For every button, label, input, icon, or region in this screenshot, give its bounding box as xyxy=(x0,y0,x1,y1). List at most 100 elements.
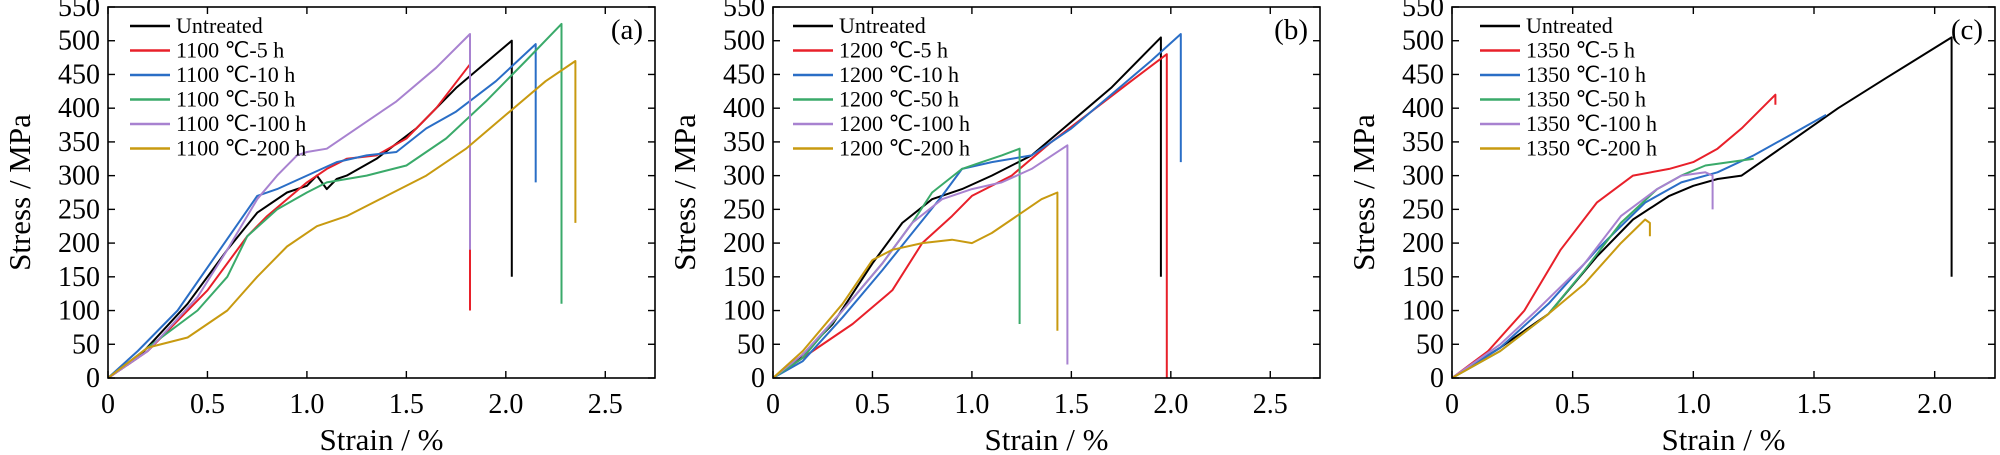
legend-label: 1350 ℃-5 h xyxy=(1526,38,1635,63)
panel-label: (a) xyxy=(611,14,643,46)
x-tick-label: 1.5 xyxy=(1797,389,1832,420)
x-tick-label: 1.5 xyxy=(389,389,424,420)
x-axis-title: Strain / % xyxy=(320,422,444,455)
x-tick-label: 0.5 xyxy=(855,389,890,420)
y-tick-label: 100 xyxy=(1402,296,1444,327)
x-tick-label: 2.0 xyxy=(1917,389,1952,420)
y-tick-label: 300 xyxy=(1402,161,1444,192)
legend-label: Untreated xyxy=(1526,13,1613,38)
legend-label: Untreated xyxy=(176,13,263,38)
legend-label: 1350 ℃-100 h xyxy=(1526,111,1657,136)
y-tick-label: 150 xyxy=(723,262,765,293)
series-line-2 xyxy=(772,33,1182,379)
y-tick-label: 350 xyxy=(1402,127,1444,158)
y-tick-label: 300 xyxy=(58,161,100,192)
y-tick-label: 550 xyxy=(723,0,765,23)
x-tick-label: 1.0 xyxy=(289,389,324,420)
x-tick-label: 0.5 xyxy=(1555,389,1590,420)
y-tick-label: 350 xyxy=(58,127,100,158)
series-line-2 xyxy=(107,43,537,379)
y-tick-label: 50 xyxy=(737,329,765,360)
series-line-4 xyxy=(1451,171,1714,379)
y-tick-label: 500 xyxy=(1402,26,1444,57)
legend-label: 1350 ℃-200 h xyxy=(1526,136,1657,161)
y-tick-label: 400 xyxy=(58,93,100,124)
x-tick-label: 2.0 xyxy=(1153,389,1188,420)
y-axis-title: Stress / MPa xyxy=(2,114,37,271)
series-line-4 xyxy=(772,144,1069,379)
y-axis-title: Stress / MPa xyxy=(667,114,702,271)
y-tick-label: 350 xyxy=(723,127,765,158)
panel-label: (b) xyxy=(1274,14,1308,46)
y-tick-label: 400 xyxy=(723,93,765,124)
series-line-1 xyxy=(1451,93,1777,379)
series-line-5 xyxy=(107,60,577,379)
legend-label: 1350 ℃-50 h xyxy=(1526,87,1646,112)
series-line-3 xyxy=(107,22,563,379)
plot-area xyxy=(1451,36,1953,379)
y-tick-label: 450 xyxy=(58,59,100,90)
series-line-1 xyxy=(772,53,1168,379)
legend-label: 1200 ℃-100 h xyxy=(839,111,970,136)
legend-label: Untreated xyxy=(839,13,926,38)
legend-label: 1100 ℃-10 h xyxy=(176,62,295,87)
legend-label: 1100 ℃-200 h xyxy=(176,136,306,161)
legend-label: 1200 ℃-5 h xyxy=(839,38,948,63)
y-tick-label: 450 xyxy=(723,59,765,90)
y-tick-label: 500 xyxy=(723,26,765,57)
panel-label: (c) xyxy=(1951,14,1983,46)
x-tick-label: 1.5 xyxy=(1054,389,1089,420)
y-tick-label: 100 xyxy=(58,296,100,327)
y-tick-label: 400 xyxy=(1402,93,1444,124)
legend-label: 1100 ℃-100 h xyxy=(176,111,306,136)
axes-frame xyxy=(1451,6,1996,379)
legend-label: 1200 ℃-50 h xyxy=(839,87,959,112)
series-line-5 xyxy=(1451,218,1651,379)
x-tick-label: 2.5 xyxy=(1253,389,1288,420)
legend-label: 1200 ℃-200 h xyxy=(839,136,970,161)
y-tick-label: 300 xyxy=(723,161,765,192)
y-tick-label: 250 xyxy=(723,194,765,225)
legend-label: 1100 ℃-50 h xyxy=(176,87,295,112)
y-tick-label: 0 xyxy=(1430,363,1444,394)
y-tick-label: 250 xyxy=(1402,194,1444,225)
series-line-1 xyxy=(107,63,471,379)
series-line-0 xyxy=(772,36,1162,379)
y-tick-label: 550 xyxy=(1402,0,1444,23)
y-axis-title: Stress / MPa xyxy=(1346,114,1381,271)
y-tick-label: 450 xyxy=(1402,59,1444,90)
x-tick-label: 0 xyxy=(101,389,115,420)
y-tick-label: 200 xyxy=(58,228,100,259)
x-tick-label: 0.5 xyxy=(190,389,225,420)
x-tick-label: 2.5 xyxy=(588,389,623,420)
series-line-4 xyxy=(107,33,471,379)
series-line-2 xyxy=(1451,114,1827,379)
legend-label: 1200 ℃-10 h xyxy=(839,62,959,87)
y-tick-label: 0 xyxy=(751,363,765,394)
y-tick-label: 50 xyxy=(72,329,100,360)
y-tick-label: 200 xyxy=(723,228,765,259)
y-tick-label: 150 xyxy=(1402,262,1444,293)
x-axis-title: Strain / % xyxy=(1662,422,1786,455)
y-tick-label: 100 xyxy=(723,296,765,327)
x-tick-label: 0 xyxy=(766,389,780,420)
legend-label: 1100 ℃-5 h xyxy=(176,38,284,63)
y-tick-label: 500 xyxy=(58,26,100,57)
y-tick-label: 0 xyxy=(86,363,100,394)
legend-label: 1350 ℃-10 h xyxy=(1526,62,1646,87)
x-tick-label: 1.0 xyxy=(954,389,989,420)
axes-frame xyxy=(107,6,656,379)
series-line-5 xyxy=(772,191,1059,379)
plot-area xyxy=(772,33,1182,379)
x-tick-label: 0 xyxy=(1445,389,1459,420)
axes-frame xyxy=(772,6,1321,379)
x-tick-label: 2.0 xyxy=(488,389,523,420)
y-tick-label: 250 xyxy=(58,194,100,225)
